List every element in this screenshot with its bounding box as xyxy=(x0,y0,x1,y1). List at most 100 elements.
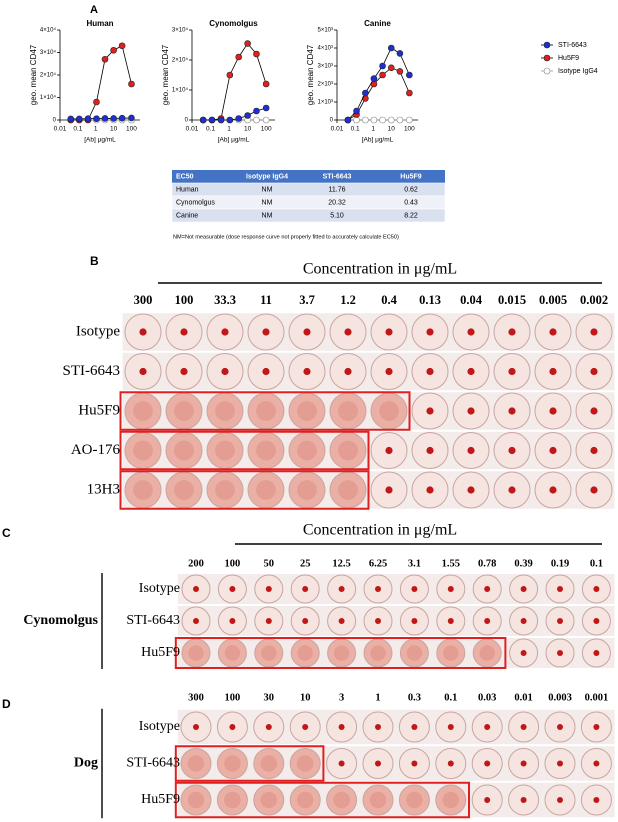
x-tick-label: 0.01 xyxy=(54,126,67,133)
data-point xyxy=(406,89,413,97)
table-cell: 11.76 xyxy=(329,186,346,193)
y-tick-label: 3×10⁴ xyxy=(172,27,189,34)
well-button xyxy=(549,446,557,455)
well-button xyxy=(467,407,475,415)
row-label: Isotype xyxy=(139,581,180,596)
well-button xyxy=(549,407,557,415)
well-center xyxy=(224,755,241,772)
data-point xyxy=(344,116,352,124)
row-label: Hu5F9 xyxy=(141,792,180,807)
well-button xyxy=(426,328,434,336)
concentration: 0.13 xyxy=(419,293,441,307)
data-point xyxy=(118,114,126,122)
y-tick-label: 0 xyxy=(53,118,57,124)
plate-header: Concentration in μg/mL xyxy=(303,261,457,278)
data-point xyxy=(93,98,100,106)
well-button xyxy=(375,618,381,624)
concentration: 0.3 xyxy=(408,692,421,703)
table-header-cell: STI-6643 xyxy=(323,173,352,180)
x-tick-label: 0.1 xyxy=(351,126,360,133)
data-point xyxy=(387,116,395,124)
y-tick-label: 2×10⁴ xyxy=(172,57,189,64)
chart-title: Cynomolgus xyxy=(209,19,258,28)
y-tick-label: 3×10⁴ xyxy=(40,49,57,56)
concentration: 0.03 xyxy=(478,692,496,703)
well-button xyxy=(265,618,272,624)
well-button xyxy=(593,586,600,592)
data-point xyxy=(362,95,369,102)
data-point xyxy=(379,116,386,124)
plate-strip xyxy=(177,746,615,781)
data-point xyxy=(262,80,270,88)
plate-strip xyxy=(122,352,615,391)
well-center xyxy=(479,645,495,661)
well-button xyxy=(508,486,516,494)
well-button xyxy=(590,328,598,336)
concentration: 0.1 xyxy=(590,558,603,569)
agglutination-box xyxy=(119,470,370,510)
concentration: 50 xyxy=(264,558,275,569)
well-center xyxy=(174,401,194,421)
x-tick-label: 100 xyxy=(404,126,415,133)
well-center xyxy=(260,755,278,772)
well-center xyxy=(406,645,423,661)
plate-strip xyxy=(177,782,615,818)
well-button xyxy=(193,724,199,730)
well-center xyxy=(296,755,314,772)
data-point xyxy=(379,62,386,70)
y-axis-label: geo. mean CD47 xyxy=(29,44,38,105)
well-center xyxy=(297,440,317,461)
plate-strip xyxy=(122,313,615,351)
agglutination-box xyxy=(119,391,411,431)
well-button xyxy=(484,724,491,730)
plate-header: Concentration in μg/mL xyxy=(303,522,457,539)
table-cell: 0.62 xyxy=(404,186,418,193)
well-center xyxy=(297,480,317,500)
concentration: 0.01 xyxy=(514,692,532,703)
row-label: STI-6643 xyxy=(126,756,180,771)
well-center xyxy=(133,480,153,500)
well-button xyxy=(262,367,270,376)
well-button xyxy=(411,724,418,730)
well-button xyxy=(557,760,563,767)
well-button xyxy=(520,586,527,592)
data-point xyxy=(226,116,234,124)
row-label: Isotype xyxy=(139,719,180,734)
well-center xyxy=(443,645,459,661)
data-point xyxy=(110,115,117,122)
concentration: 10 xyxy=(300,692,311,703)
concentration: 3.1 xyxy=(408,558,421,569)
well-button xyxy=(338,724,345,730)
well-button xyxy=(338,760,345,767)
data-point xyxy=(396,50,404,57)
y-tick-label: 2×10³ xyxy=(317,82,333,88)
well-button xyxy=(520,618,527,624)
well-center xyxy=(338,480,358,500)
concentration: 3.7 xyxy=(299,293,315,307)
well-center xyxy=(369,791,387,809)
well-center xyxy=(174,480,194,500)
well-button xyxy=(484,760,491,767)
concentration: 0.4 xyxy=(381,293,397,307)
concentration: 0.005 xyxy=(539,293,567,307)
table-cell: NM xyxy=(262,212,273,219)
x-tick-label: 100 xyxy=(126,126,137,133)
well-button xyxy=(375,586,381,592)
well-button xyxy=(557,618,563,624)
concentration: 0.39 xyxy=(514,558,532,569)
well-button xyxy=(467,367,475,376)
y-tick-label: 0 xyxy=(330,118,334,124)
concentration: 0.04 xyxy=(460,293,483,307)
legend-label: Hu5F9 xyxy=(558,55,579,62)
row-label: 13H3 xyxy=(87,481,120,497)
well-button xyxy=(593,760,600,767)
x-tick-label: 100 xyxy=(261,126,272,133)
concentration: 11 xyxy=(260,293,272,307)
table-cell: Canine xyxy=(176,212,198,219)
well-center xyxy=(174,440,194,461)
row-label: Isotype xyxy=(76,323,121,339)
well-button xyxy=(593,797,600,803)
concentration: 0.002 xyxy=(580,293,608,307)
well-center xyxy=(370,645,386,661)
well-center xyxy=(406,791,423,809)
